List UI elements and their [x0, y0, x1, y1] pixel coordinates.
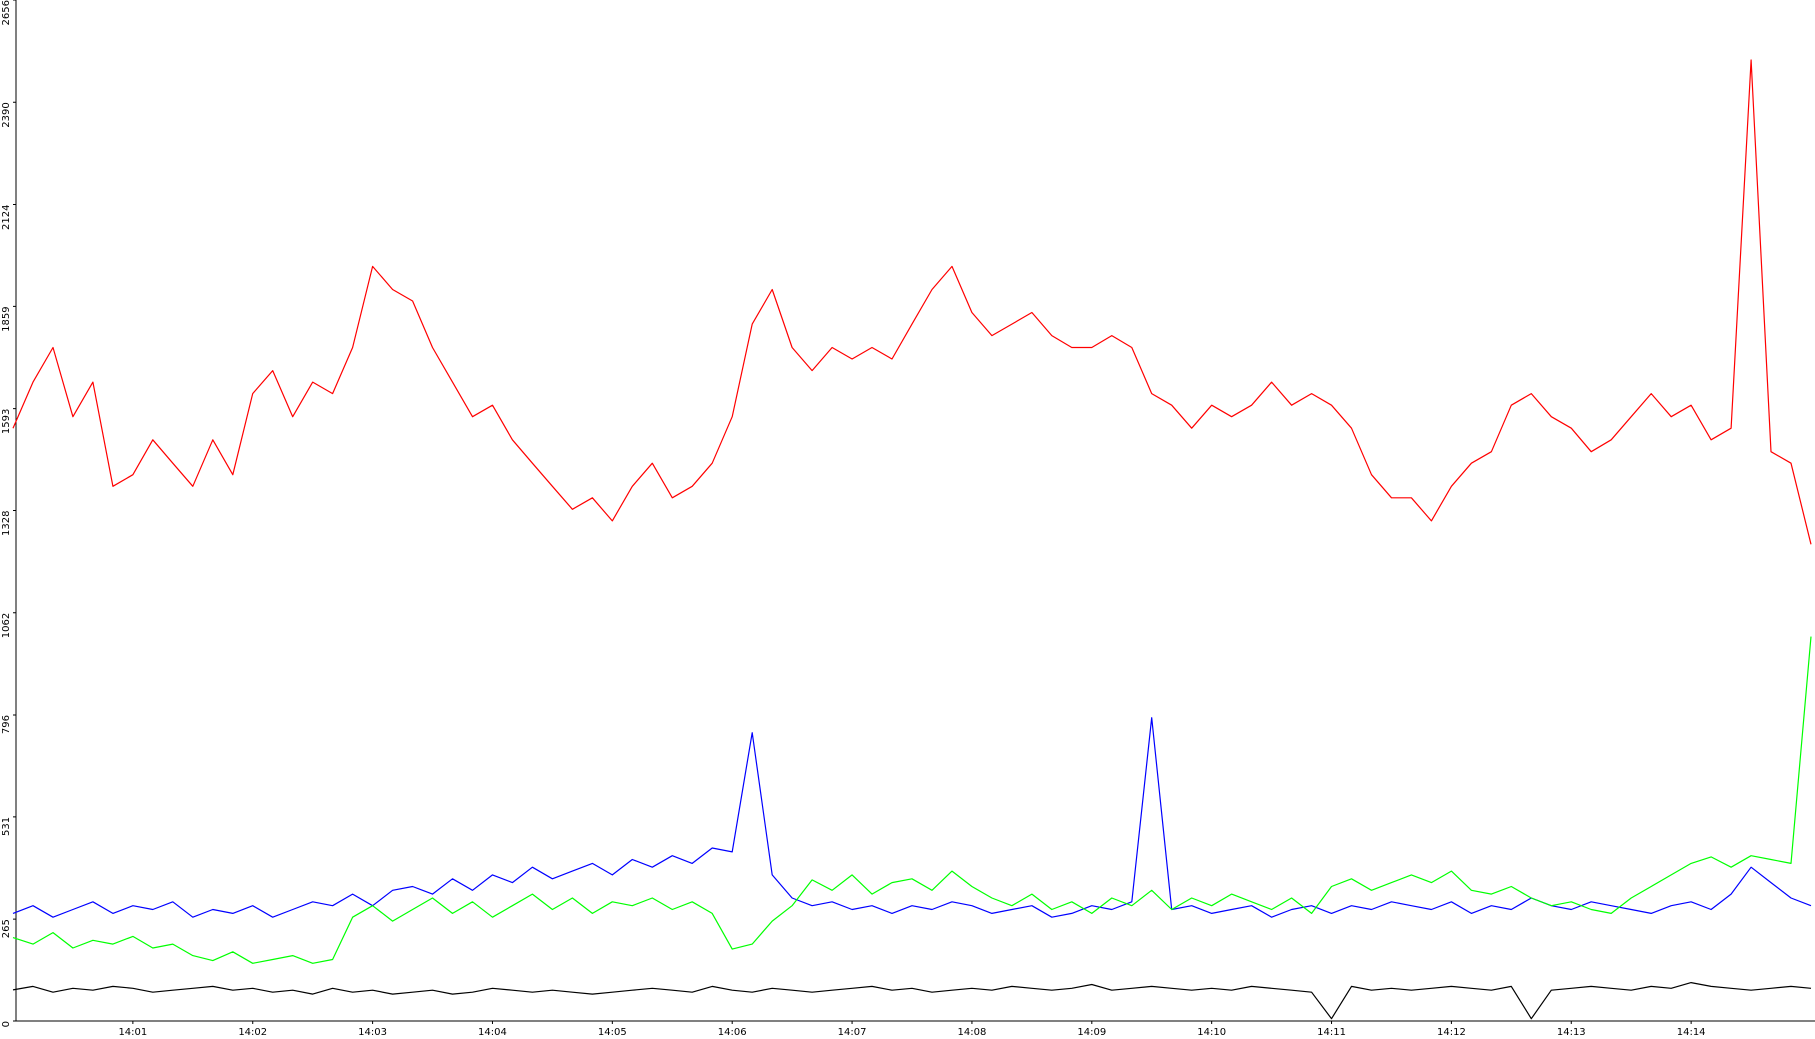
series-line [12, 59, 1812, 545]
x-tick-label: 14:01 [118, 1027, 147, 1038]
x-tick-label: 14:09 [1077, 1027, 1106, 1038]
y-tick-label: 0 [1, 1021, 12, 1027]
x-tick-label: 14:02 [238, 1027, 267, 1038]
y-tick-label: 265 [1, 919, 12, 938]
series-line [12, 982, 1812, 1020]
x-tick-label: 14:11 [1317, 1027, 1346, 1038]
x-tick-label: 14:05 [598, 1027, 627, 1038]
y-tick-label: 2124 [1, 205, 12, 230]
y-tick-label: 1593 [1, 409, 12, 434]
y-tick-label: 2390 [1, 102, 12, 127]
x-tick-label: 14:12 [1437, 1027, 1466, 1038]
x-tick-label: 14:13 [1557, 1027, 1586, 1038]
series-line [12, 636, 1812, 964]
x-tick-label: 14:03 [358, 1027, 387, 1038]
x-tick-label: 14:08 [958, 1027, 987, 1038]
x-tick-label: 14:07 [838, 1027, 867, 1038]
x-tick-label: 14:14 [1677, 1027, 1706, 1038]
series-line [12, 717, 1812, 918]
y-tick-label: 2656 [1, 0, 12, 25]
x-tick-label: 14:06 [718, 1027, 747, 1038]
y-tick-label: 1859 [1, 306, 12, 331]
y-tick-label: 796 [1, 715, 12, 734]
y-tick-label: 531 [1, 817, 12, 836]
y-tick-label: 1328 [1, 511, 12, 536]
x-tick-label: 14:04 [478, 1027, 507, 1038]
y-tick-label: 1062 [1, 613, 12, 638]
x-tick-label: 14:10 [1197, 1027, 1226, 1038]
